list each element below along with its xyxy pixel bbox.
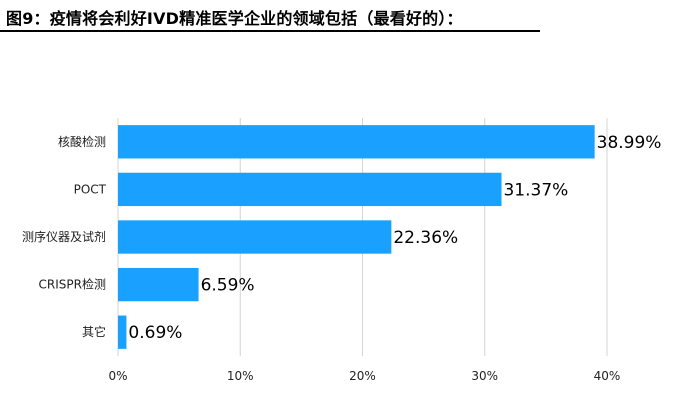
title-underline [0,30,540,32]
bar [118,267,199,302]
bar [118,315,127,349]
category-label: 测序仪器及试剂 [22,229,106,244]
data-label: 6.59% [201,276,255,296]
x-tick-label: 30% [471,369,498,383]
x-tick-label: 0% [108,369,127,383]
category-label: POCT [74,182,107,196]
x-tick-label: 40% [594,369,621,383]
bar [118,125,595,159]
bar [118,172,502,207]
data-label: 22.36% [393,228,458,248]
x-tick-label: 10% [227,369,254,383]
data-label: 31.37% [503,180,568,200]
value-labels: 38.99% 31.37% 22.36% 6.59% 0.69% [128,133,661,343]
data-label: 38.99% [597,133,662,153]
x-tick-labels: 0% 10% 20% 30% 40% [108,369,620,383]
category-label: 其它 [82,324,106,339]
bar [118,220,392,254]
chart-title: 图9：疫情将会利好IVD精准医学企业的领域包括（最看好的）： [6,9,463,28]
category-label: CRISPR检测 [39,277,106,292]
data-label: 0.69% [128,323,182,343]
x-tick-label: 20% [349,369,376,383]
category-label: 核酸检测 [58,134,106,149]
bars [118,125,595,349]
